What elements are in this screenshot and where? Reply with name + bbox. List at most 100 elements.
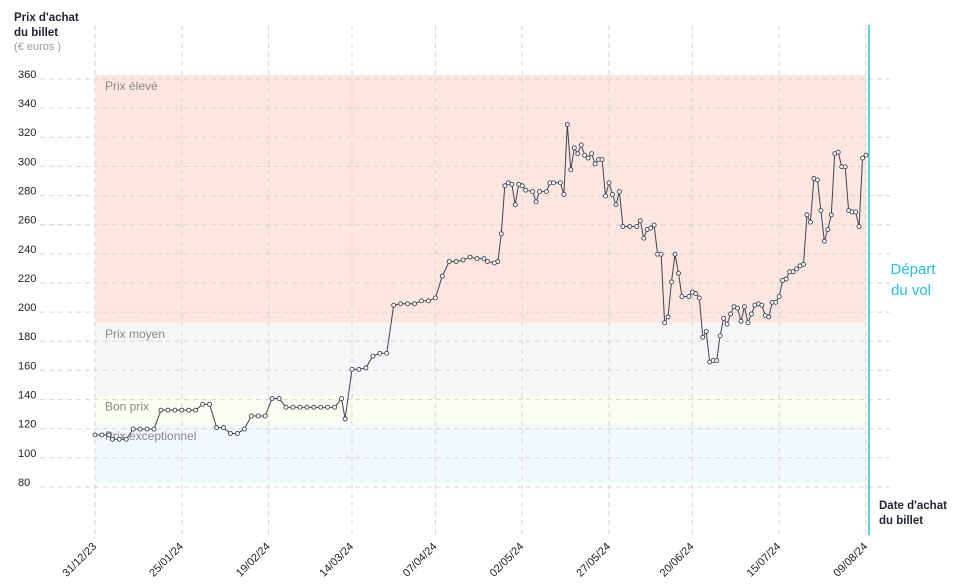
- price-point: [432, 295, 438, 301]
- price-point: [759, 302, 765, 308]
- price-point: [248, 413, 254, 419]
- y-unit: (€ euros ): [14, 41, 61, 53]
- price-point: [332, 404, 338, 410]
- price-point: [610, 192, 615, 197]
- price-point: [398, 301, 404, 307]
- y-tick-label: 160: [18, 360, 36, 372]
- y-tick-label: 280: [18, 185, 36, 197]
- price-point: [269, 396, 275, 401]
- price-point: [728, 311, 734, 317]
- price-point: [801, 261, 806, 267]
- x-tick-label: 02/05/24: [488, 541, 527, 580]
- band-label: Prix moyen: [105, 327, 165, 341]
- x-tick-label: 09/08/24: [831, 541, 870, 580]
- price-point: [123, 436, 129, 442]
- x-tick-label: 27/05/24: [574, 541, 613, 580]
- y-tick-label: 120: [18, 419, 36, 431]
- price-point: [165, 407, 171, 413]
- price-point: [318, 404, 324, 410]
- price-point: [106, 432, 112, 438]
- x-label: du billet: [879, 515, 923, 527]
- price-point: [519, 183, 525, 189]
- y-tick-label: 320: [18, 127, 36, 139]
- price-point: [606, 180, 612, 186]
- price-point: [241, 426, 247, 432]
- price-point: [603, 193, 608, 199]
- price-point: [481, 256, 487, 262]
- x-tick-label: 19/02/24: [234, 541, 273, 580]
- price-point: [776, 294, 782, 299]
- price-point: [679, 294, 685, 299]
- price-point: [794, 266, 799, 272]
- price-band: [95, 75, 866, 323]
- price-point: [735, 305, 740, 311]
- price-point: [828, 212, 834, 218]
- price-point: [530, 189, 536, 195]
- price-point: [634, 224, 640, 229]
- price-point: [620, 224, 626, 229]
- price-point: [370, 353, 376, 359]
- price-point: [825, 227, 831, 232]
- price-point: [311, 404, 317, 410]
- price-point: [498, 231, 504, 237]
- price-point: [686, 294, 692, 299]
- x-label: Date d'achat: [879, 500, 947, 512]
- price-point: [651, 222, 657, 228]
- annotation: Départ: [890, 261, 936, 278]
- price-point: [349, 366, 355, 372]
- price-point: [221, 425, 226, 431]
- price-point: [693, 291, 699, 297]
- price-point: [446, 259, 452, 264]
- price-point: [557, 180, 563, 186]
- price-point: [766, 314, 772, 320]
- price-point: [290, 404, 296, 410]
- price-point: [648, 225, 654, 231]
- price-point: [325, 404, 331, 410]
- price-point: [502, 183, 508, 189]
- price-point: [363, 365, 369, 371]
- price-point: [568, 167, 574, 173]
- price-point: [342, 416, 348, 422]
- price-point: [255, 413, 261, 419]
- price-point: [412, 301, 417, 307]
- price-point: [578, 142, 584, 148]
- price-point: [721, 315, 727, 321]
- price-point: [856, 224, 862, 229]
- price-point: [714, 358, 720, 364]
- price-point: [582, 152, 588, 158]
- price-point: [745, 320, 751, 326]
- x-tick-label: 31/12/23: [60, 541, 99, 580]
- price-point: [144, 426, 150, 432]
- price-point: [234, 431, 240, 436]
- price-point: [99, 432, 105, 438]
- y-tick-label: 100: [18, 448, 36, 460]
- band-label: Bon prix: [105, 400, 149, 414]
- price-point: [575, 151, 581, 157]
- price-point: [589, 151, 595, 157]
- price-point: [533, 199, 539, 205]
- y-tick-label: 340: [18, 98, 36, 110]
- y-tick-label: 200: [18, 302, 36, 314]
- price-point: [814, 177, 820, 183]
- price-point: [658, 251, 664, 257]
- price-point: [207, 401, 213, 407]
- price-point: [391, 302, 397, 308]
- band-label: Prix élevé: [105, 79, 158, 93]
- price-point: [616, 189, 622, 195]
- price-point: [544, 189, 549, 195]
- price-point: [700, 334, 706, 340]
- x-tick-label: 14/03/24: [317, 541, 356, 580]
- x-tick-label: 25/01/24: [147, 541, 186, 580]
- price-point: [672, 251, 678, 257]
- y-tick-label: 300: [18, 156, 36, 168]
- price-point: [512, 202, 518, 208]
- price-point: [662, 320, 668, 326]
- price-point: [790, 269, 796, 275]
- price-point: [564, 122, 570, 127]
- price-point: [807, 219, 813, 225]
- y-tick-label: 140: [18, 389, 36, 401]
- price-point: [835, 149, 841, 155]
- price-point: [585, 155, 591, 161]
- price-point: [703, 329, 709, 334]
